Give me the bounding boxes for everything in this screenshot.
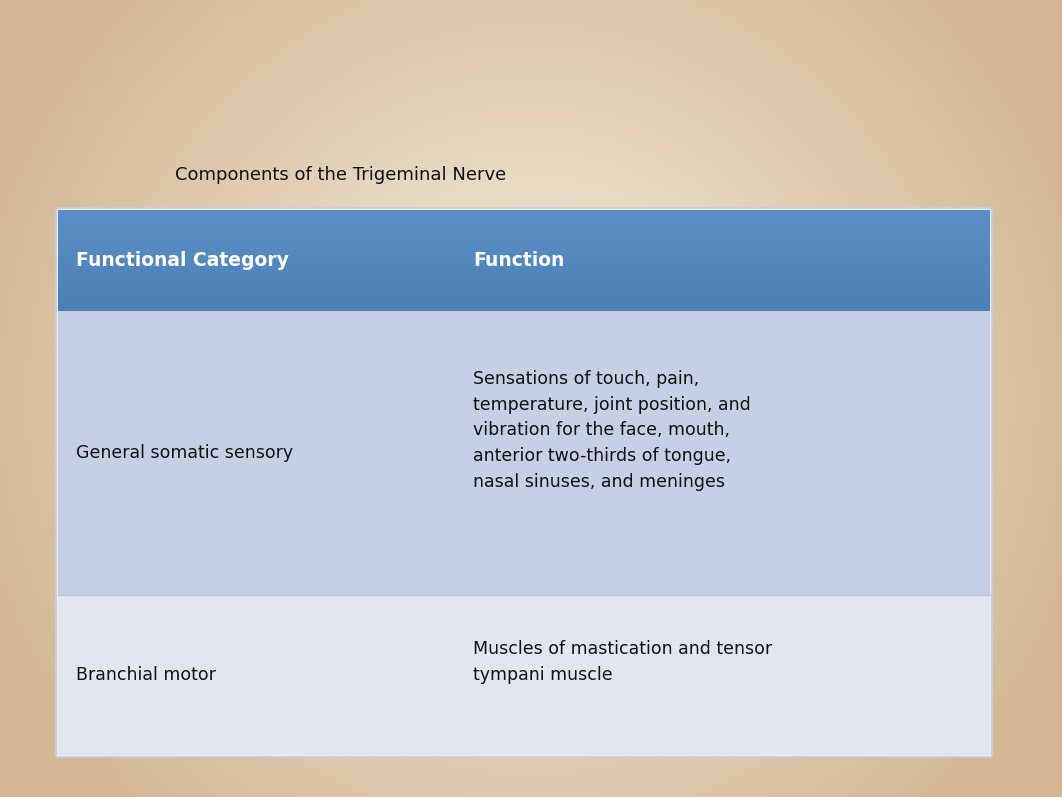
Bar: [58, 595, 990, 755]
Bar: [58, 273, 990, 277]
Bar: [58, 257, 990, 261]
FancyBboxPatch shape: [56, 208, 992, 757]
Bar: [58, 300, 990, 304]
Text: Functional Category: Functional Category: [76, 250, 289, 269]
Bar: [58, 270, 990, 274]
Bar: [58, 210, 990, 214]
Bar: [58, 250, 990, 253]
Text: Sensations of touch, pain,
temperature, joint position, and
vibration for the fa: Sensations of touch, pain, temperature, …: [473, 370, 751, 491]
Bar: [58, 253, 990, 257]
Bar: [58, 304, 990, 307]
Text: Branchial motor: Branchial motor: [76, 666, 216, 684]
Bar: [58, 287, 990, 290]
Bar: [58, 240, 990, 244]
Bar: [58, 220, 990, 224]
Bar: [58, 293, 990, 297]
Bar: [58, 267, 990, 270]
Bar: [58, 217, 990, 221]
Bar: [58, 214, 990, 217]
Bar: [58, 310, 990, 595]
Bar: [58, 223, 990, 227]
Bar: [58, 290, 990, 294]
Text: General somatic sensory: General somatic sensory: [76, 443, 293, 461]
Bar: [58, 296, 990, 300]
Bar: [58, 243, 990, 247]
Bar: [58, 234, 990, 238]
Text: Muscles of mastication and tensor
tympani muscle: Muscles of mastication and tensor tympan…: [473, 640, 772, 684]
Text: Components of the Trigeminal Nerve: Components of the Trigeminal Nerve: [175, 166, 507, 184]
Bar: [58, 226, 990, 230]
Bar: [58, 307, 990, 311]
Bar: [58, 283, 990, 287]
Bar: [58, 230, 990, 234]
Bar: [58, 280, 990, 284]
Bar: [58, 246, 990, 250]
Text: Function: Function: [473, 250, 564, 269]
Bar: [58, 237, 990, 241]
Bar: [58, 260, 990, 264]
Bar: [58, 263, 990, 267]
Bar: [58, 277, 990, 281]
